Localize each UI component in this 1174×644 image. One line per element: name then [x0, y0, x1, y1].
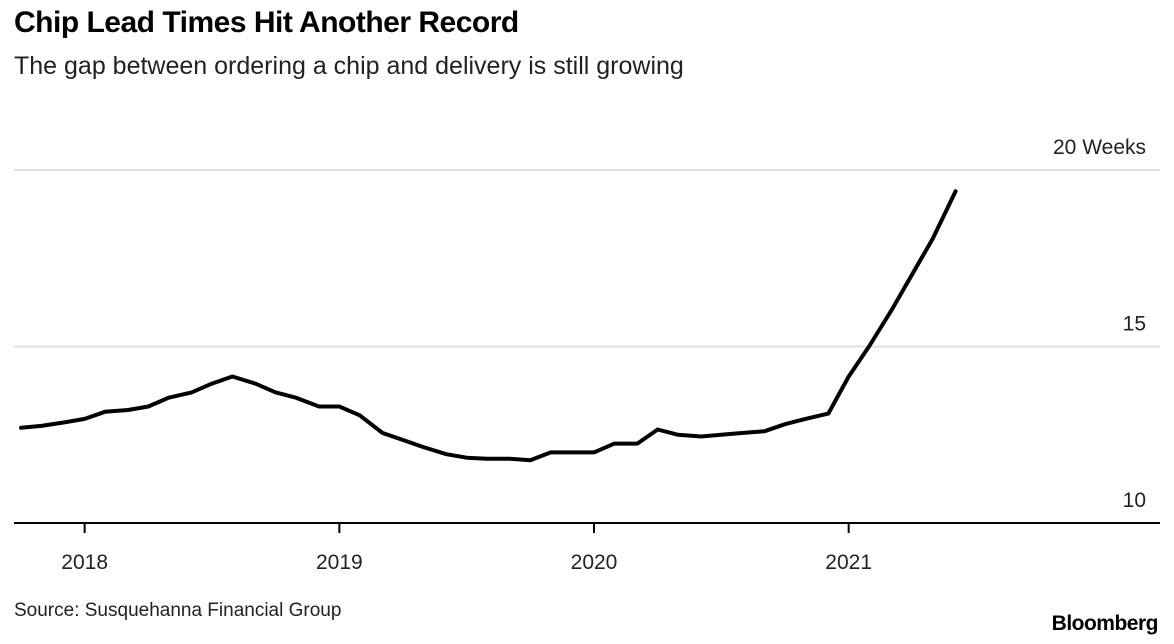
chart-subtitle: The gap between ordering a chip and deli… [14, 52, 684, 80]
data-point-11 [253, 382, 257, 386]
data-point-43 [931, 237, 935, 241]
chart-title: Chip Lead Times Hit Another Record [14, 6, 519, 39]
x-tick-label-2019: 2019 [316, 551, 363, 574]
data-point-19 [421, 445, 425, 449]
data-point-22 [485, 457, 489, 461]
data-point-2 [62, 420, 66, 424]
data-point-14 [317, 405, 321, 409]
data-point-27 [592, 450, 596, 454]
data-point-0 [19, 426, 23, 430]
grid-layer [14, 169, 1160, 348]
series-line-0 [19, 189, 958, 463]
data-point-4 [103, 410, 107, 414]
data-point-42 [910, 272, 914, 276]
source-note: Source: Susquehanna Financial Group [14, 600, 342, 621]
data-point-28 [612, 442, 616, 446]
data-point-26 [572, 450, 576, 454]
x-tick-label-2021: 2021 [825, 551, 872, 574]
data-point-18 [401, 438, 405, 442]
data-point-20 [444, 452, 448, 456]
data-point-29 [635, 442, 639, 446]
data-point-30 [656, 428, 660, 432]
axis-layer: 20 Weeks 15 10 2018 2019 2020 2021 [14, 136, 1160, 574]
y-tick-label-20: 20 Weeks [1053, 136, 1146, 159]
data-point-8 [190, 390, 194, 394]
data-point-44 [954, 189, 958, 193]
data-point-38 [826, 412, 830, 416]
x-tick-label-2020: 2020 [571, 551, 618, 574]
data-point-21 [465, 456, 469, 460]
data-point-6 [146, 405, 150, 409]
data-point-32 [699, 435, 703, 439]
data-point-16 [358, 413, 362, 417]
data-point-1 [39, 424, 43, 428]
data-point-41 [890, 307, 894, 311]
data-point-5 [126, 408, 130, 412]
data-point-36 [783, 422, 787, 426]
data-point-10 [230, 375, 234, 379]
data-point-31 [676, 433, 680, 437]
data-point-34 [740, 431, 744, 435]
data-point-3 [83, 417, 87, 421]
data-point-15 [337, 405, 341, 409]
data-point-35 [763, 429, 767, 433]
data-point-23 [508, 457, 512, 461]
data-point-7 [167, 396, 171, 400]
data-point-33 [719, 433, 723, 437]
y-tick-label-15: 15 [1123, 313, 1146, 336]
data-point-9 [210, 382, 214, 386]
bloomberg-logo: Bloomberg [1051, 612, 1159, 635]
y-tick-label-10: 10 [1123, 489, 1146, 512]
series-layer [19, 189, 958, 463]
x-tick-label-2018: 2018 [61, 551, 108, 574]
data-point-37 [803, 417, 807, 421]
data-point-12 [274, 390, 278, 394]
data-point-25 [549, 450, 553, 454]
data-point-39 [847, 375, 851, 379]
data-point-13 [294, 396, 298, 400]
data-point-40 [867, 345, 871, 349]
data-point-24 [528, 458, 532, 462]
data-point-17 [381, 431, 385, 435]
